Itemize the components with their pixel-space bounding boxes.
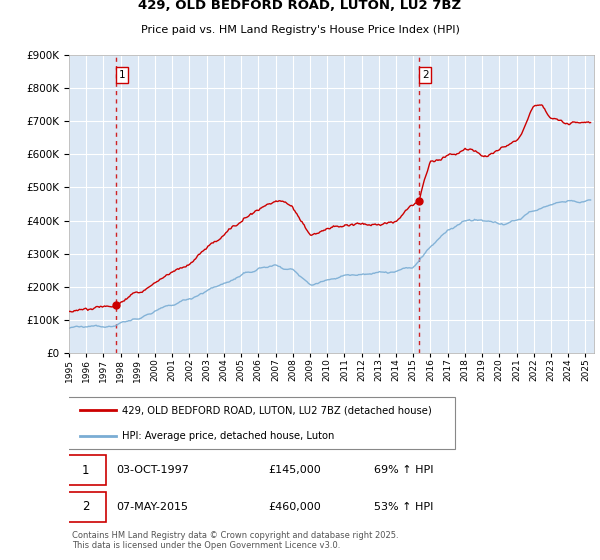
- Text: 53% ↑ HPI: 53% ↑ HPI: [373, 502, 433, 512]
- Text: 429, OLD BEDFORD ROAD, LUTON, LU2 7BZ (detached house): 429, OLD BEDFORD ROAD, LUTON, LU2 7BZ (d…: [121, 405, 431, 415]
- FancyBboxPatch shape: [67, 397, 455, 449]
- FancyBboxPatch shape: [67, 455, 106, 486]
- Text: HPI: Average price, detached house, Luton: HPI: Average price, detached house, Luto…: [121, 431, 334, 441]
- FancyBboxPatch shape: [67, 492, 106, 522]
- Text: 1: 1: [119, 70, 125, 80]
- Text: 1: 1: [82, 464, 89, 477]
- Text: 2: 2: [82, 500, 89, 514]
- Text: 2: 2: [422, 70, 428, 80]
- Text: £460,000: £460,000: [269, 502, 321, 512]
- Text: Price paid vs. HM Land Registry's House Price Index (HPI): Price paid vs. HM Land Registry's House …: [140, 25, 460, 35]
- Text: 03-OCT-1997: 03-OCT-1997: [116, 465, 189, 475]
- Text: Contains HM Land Registry data © Crown copyright and database right 2025.
This d: Contains HM Land Registry data © Crown c…: [71, 530, 398, 550]
- Text: 07-MAY-2015: 07-MAY-2015: [116, 502, 188, 512]
- Text: 69% ↑ HPI: 69% ↑ HPI: [373, 465, 433, 475]
- Text: £145,000: £145,000: [269, 465, 321, 475]
- Text: 429, OLD BEDFORD ROAD, LUTON, LU2 7BZ: 429, OLD BEDFORD ROAD, LUTON, LU2 7BZ: [139, 0, 461, 12]
